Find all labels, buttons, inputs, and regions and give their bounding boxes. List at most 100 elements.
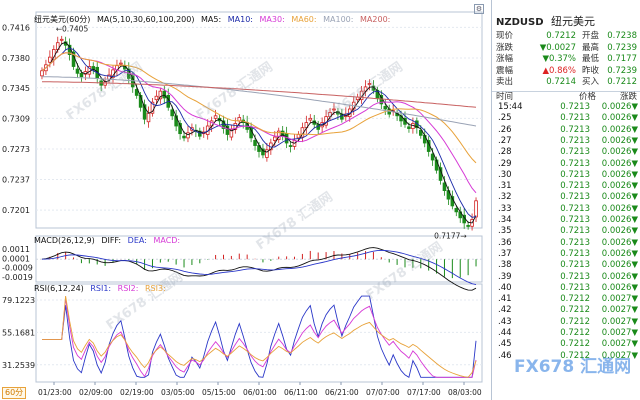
price-tick-label: 0.7273 <box>2 145 30 154</box>
period-label: 60分 <box>5 388 24 397</box>
quote-row: 现价 0.7212 开盘 0.7238 <box>492 31 640 42</box>
tick-change: 0.0027▼ <box>601 328 638 338</box>
quote-label-2: 昨收 <box>582 65 600 76</box>
candle-body <box>407 126 411 129</box>
tick-price: 0.7213 <box>560 260 590 271</box>
candle-body <box>150 101 155 114</box>
candle-body <box>48 56 52 63</box>
tick-change: 0.0026▼ <box>601 226 638 237</box>
quote-label: 现价 <box>496 31 514 41</box>
chart-svg[interactable]: 0.7416 0.7380 0.7345 0.7309 0.7273 0.7237 0.72… <box>0 0 492 400</box>
tick-price: 0.7213 <box>560 158 590 169</box>
quote-value: 0.7214 <box>546 77 576 88</box>
ma100-line <box>42 76 477 127</box>
quote-label-2: 最低 <box>582 54 600 65</box>
ma5-line <box>41 41 477 224</box>
tick-row[interactable]: .44 0.7212 0.0027▼ <box>492 328 640 339</box>
quote-row: 涨幅 ▼0.37% 最低 0.7177 <box>492 54 640 65</box>
tick-row[interactable]: .46 0.7212 0.0027▼ <box>492 351 640 362</box>
tick-change: 0.0026▼ <box>601 282 638 293</box>
candle-body <box>383 106 388 110</box>
tick-price: 0.7213 <box>560 248 590 259</box>
tick-time: .32 <box>498 192 512 203</box>
tick-change: 0.0026▼ <box>601 124 638 135</box>
candle-body <box>261 148 265 156</box>
tick-change: 0.0026▼ <box>601 102 638 112</box>
tick-row[interactable]: .30 0.7213 0.0026▼ <box>492 170 640 181</box>
tick-row[interactable]: .31 0.7213 0.0026▼ <box>492 181 640 192</box>
tick-time: .40 <box>498 282 512 293</box>
tick-row[interactable]: .28 0.7213 0.0026▼ <box>492 147 640 158</box>
tick-row[interactable]: .36 0.7213 0.0026▼ <box>492 238 640 249</box>
quote-panel: NZDUSD 纽元美元 现价 0.7212 开盘 0.7238 涨跌 ▼0.0027 最高 0… <box>492 0 640 400</box>
tick-time: .44 <box>498 328 512 338</box>
quote-value-2: 0.7177 <box>607 54 637 65</box>
tick-time: .36 <box>498 237 512 248</box>
tick-row[interactable]: .43 0.7212 0.0027▼ <box>492 317 640 328</box>
period-button[interactable]: 60分 <box>2 387 27 399</box>
price-tick-label: 0.7237 <box>2 176 30 185</box>
tick-row[interactable]: .42 0.7212 0.0027▼ <box>492 305 640 316</box>
tick-row[interactable]: .25 0.7213 0.0026▼ <box>492 113 640 124</box>
tick-time: .28 <box>498 147 512 158</box>
tick-row[interactable]: .41 0.7212 0.0027▼ <box>492 294 640 305</box>
low-annotation: 0.7177→ <box>434 232 467 241</box>
tick-price: 0.7213 <box>560 282 590 293</box>
tick-row[interactable]: .29 0.7213 0.0026▼ <box>492 159 640 170</box>
candle-body <box>162 90 167 99</box>
ma30-legend: MA30: <box>259 15 285 24</box>
chart-area[interactable]: 0.7416 0.7380 0.7345 0.7309 0.7273 0.7237 0.72… <box>0 0 492 400</box>
candle-body <box>75 68 80 74</box>
tick-row[interactable]: .26 0.7213 0.0026▼ <box>492 125 640 136</box>
quote-label-2: 买入 <box>582 77 600 88</box>
tick-row[interactable]: .33 0.7213 0.0026▼ <box>492 204 640 215</box>
macd-legend: MACD(26,12,9) DIFF: DEA: MACD: <box>34 236 184 246</box>
rsi3-legend: RSI3: <box>144 284 166 293</box>
tick-change: 0.0026▼ <box>601 248 638 259</box>
tick-time: .45 <box>498 339 512 350</box>
dea-legend: DEA: <box>127 236 147 245</box>
tick-row[interactable]: .45 0.7212 0.0027▼ <box>492 339 640 350</box>
ticks-header-price: 价格 <box>578 92 596 102</box>
quote-value: ▲0.86% <box>542 65 576 76</box>
tick-row[interactable]: .40 0.7213 0.0026▼ <box>492 283 640 294</box>
tick-row[interactable]: 15:44 0.7213 0.0026▼ <box>492 102 640 113</box>
panel-watermark-text: FX678 汇通网 <box>514 357 632 377</box>
macd-tick-label: -0.0019 <box>2 273 33 282</box>
quote-label-2: 开盘 <box>582 31 600 41</box>
tick-change: 0.0026▼ <box>601 181 638 192</box>
price-tick-label: 0.7201 <box>2 206 30 215</box>
tick-row[interactable]: .34 0.7213 0.0026▼ <box>492 215 640 226</box>
candle-body <box>142 104 147 120</box>
tick-price: 0.7212 <box>560 316 590 327</box>
dea-line <box>41 249 477 286</box>
tick-row[interactable]: .39 0.7213 0.0026▼ <box>492 272 640 283</box>
candle-body <box>134 89 139 96</box>
quote-value-2: 0.7239 <box>607 65 637 76</box>
rsi2-line <box>42 298 477 378</box>
chart-watermark: FX678 汇通网 <box>363 239 446 303</box>
rsi-legend-params: RSI(6,12,24) <box>34 284 84 293</box>
tick-time: .46 <box>498 350 512 361</box>
tick-row[interactable]: .27 0.7213 0.0026▼ <box>492 136 640 147</box>
price-tick-label: 0.7309 <box>2 114 30 123</box>
chart-watermark: FX678 汇通网 <box>193 59 276 123</box>
tick-row[interactable]: .38 0.7213 0.0026▼ <box>492 260 640 271</box>
candle-body <box>91 66 96 71</box>
candle-body <box>146 112 151 123</box>
tick-time: 15:44 <box>498 102 523 112</box>
macd-tick-label: 0.0011 <box>2 245 30 254</box>
quote-value: ▼0.0027 <box>539 42 576 53</box>
settings-icon[interactable]: ⚙ <box>474 4 484 14</box>
candle-body <box>170 109 174 117</box>
tick-row[interactable]: .32 0.7213 0.0026▼ <box>492 192 640 203</box>
quote-row: 震幅 ▲0.86% 昨收 0.7239 <box>492 66 640 77</box>
tick-time: .39 <box>498 271 512 282</box>
tick-row[interactable]: .35 0.7213 0.0026▼ <box>492 226 640 237</box>
x-tick-label: 07/07:00 <box>366 388 400 397</box>
symbol-name: 纽元美元 <box>551 15 596 28</box>
tick-change: 0.0027▼ <box>601 316 638 327</box>
quote-value-2: 0.7238 <box>607 31 637 41</box>
ma5-legend: MA5: <box>201 15 222 24</box>
tick-row[interactable]: .37 0.7213 0.0026▼ <box>492 249 640 260</box>
